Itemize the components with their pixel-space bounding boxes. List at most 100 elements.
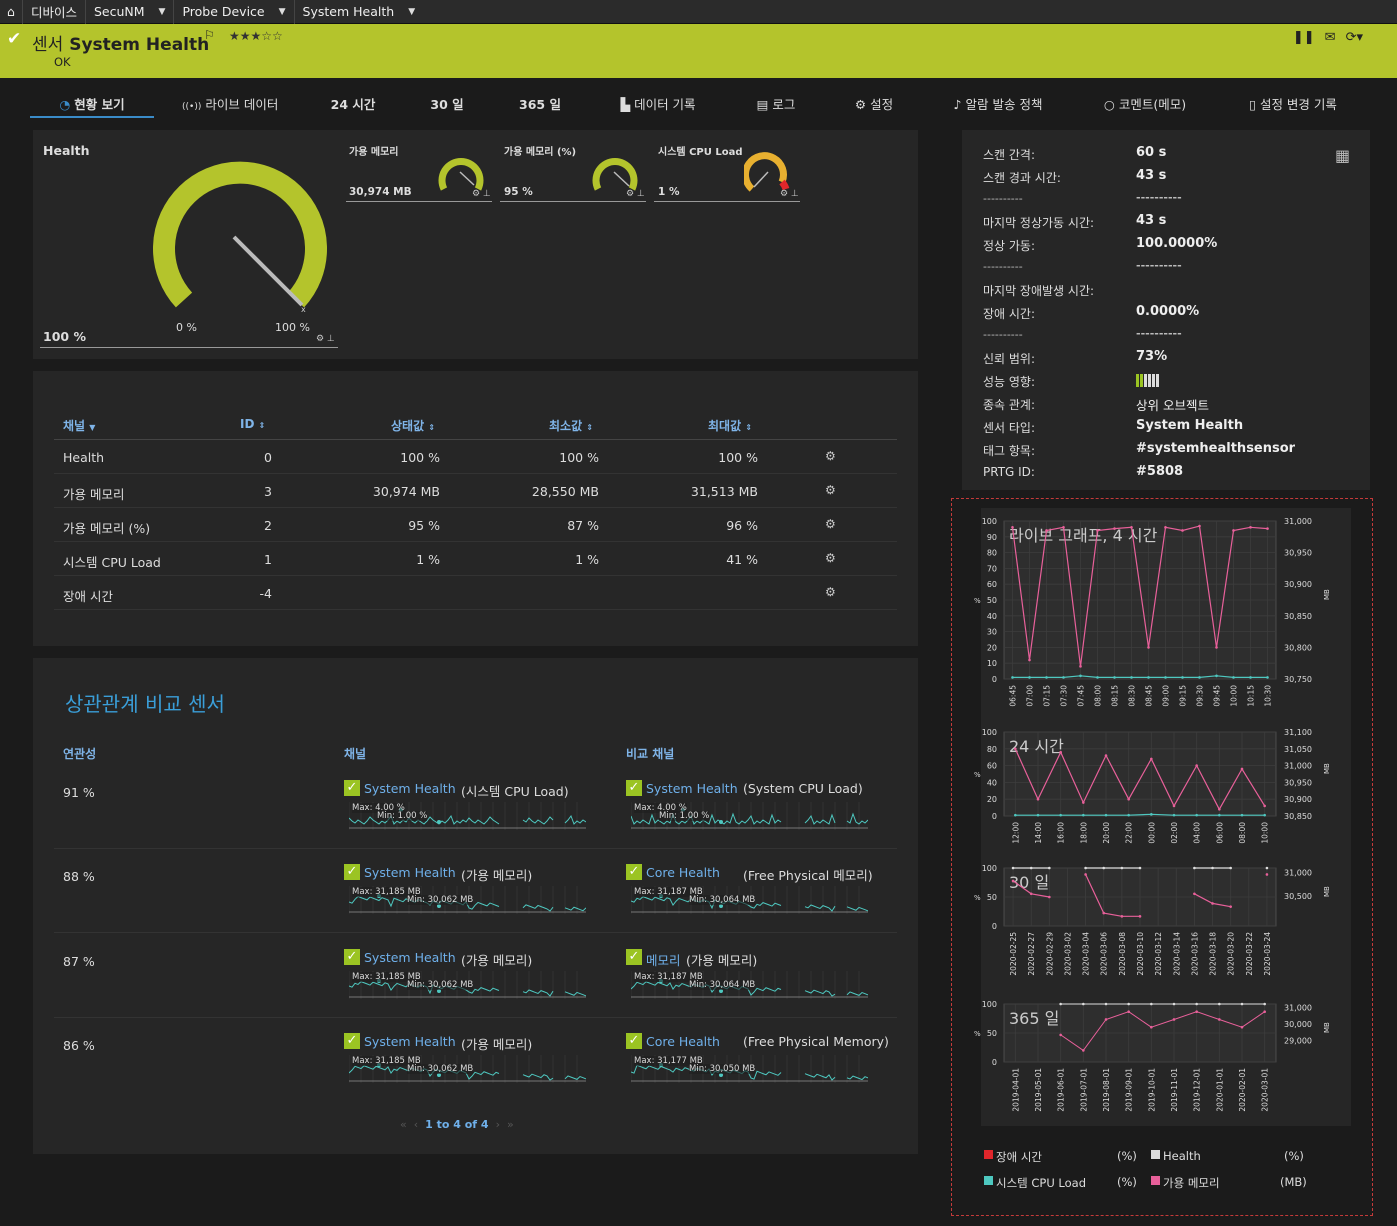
info-value[interactable]: 상위 오브젝트 (1136, 398, 1209, 413)
tab-24h[interactable]: 24 시간 (330, 94, 376, 118)
legend-label: 시스템 CPU Load (996, 1176, 1087, 1190)
channel-link[interactable]: System Health (364, 781, 456, 796)
caret-down-icon[interactable]: ▼ (408, 6, 416, 17)
info-label: 스캔 간격: (983, 148, 1036, 162)
compare-checkbox[interactable]: ✓ (626, 1033, 642, 1049)
tab-comments[interactable]: ○ 코멘트(메모) (1101, 94, 1189, 118)
first-page-icon[interactable]: « (400, 1118, 407, 1131)
tab-notifications[interactable]: ♪ 알람 발송 정책 (950, 94, 1046, 118)
caret-down-icon[interactable]: ▼ (278, 6, 286, 17)
breadcrumb-sensor[interactable]: System Health ▼ (295, 0, 424, 24)
x-tick-label: 09:15 (1179, 685, 1188, 707)
compare-checkbox[interactable]: ✓ (626, 780, 642, 796)
channel-checkbox[interactable]: ✓ (344, 864, 360, 880)
tab-history[interactable]: ▙ 데이터 기록 (616, 94, 700, 118)
breadcrumb-devices[interactable]: 디바이스 (23, 0, 86, 24)
channel-checkbox[interactable]: ✓ (344, 949, 360, 965)
channel-link[interactable]: System Health (364, 1034, 456, 1049)
next-page-icon[interactable]: › (495, 1118, 500, 1131)
tab-30d[interactable]: 30 일 (429, 94, 465, 118)
tab-live-data[interactable]: ((•)) 라이브 데이터 (182, 94, 278, 118)
legend-unit: (MB) (1280, 1175, 1307, 1189)
y2-axis-label: MB (1323, 589, 1331, 600)
channel-settings-icon[interactable]: ⚙ (825, 449, 836, 463)
channel-name: 장애 시간 (63, 589, 113, 604)
channel-link[interactable]: System Health (364, 865, 456, 880)
col-header-channel[interactable]: 채널 ▼ (63, 417, 95, 434)
col-header-label: 채널 (63, 419, 86, 433)
channel-checkbox[interactable]: ✓ (344, 780, 360, 796)
x-tick-label: 2020-03-12 (1154, 932, 1163, 976)
table-row[interactable]: 가용 메모리 3 30,974 MB 28,550 MB 31,513 MB ⚙ (54, 474, 897, 508)
compare-link[interactable]: Core Health (646, 865, 720, 880)
compare-checkbox[interactable]: ✓ (626, 864, 642, 880)
gauge-settings-icon[interactable]: ⚙ ⊥ (316, 334, 335, 344)
col-header-correlation: 연관성 (63, 747, 97, 761)
legend-swatch (984, 1176, 993, 1185)
col-header-min[interactable]: 최소값 ⇕ (549, 417, 593, 434)
tab-log[interactable]: ▤ 로그 (754, 94, 798, 118)
channel-max: 31,513 MB (690, 484, 758, 499)
x-tick-label: 2020-02-27 (1027, 932, 1036, 976)
info-value: #5808 (1136, 464, 1184, 479)
refresh-icon[interactable]: ⟳▾ (1345, 30, 1363, 45)
channel-settings-icon[interactable]: ⚙ (825, 483, 836, 497)
data-point (1059, 1002, 1062, 1006)
compare-checkbox[interactable]: ✓ (626, 949, 642, 965)
gauge-value: 30,974 MB (349, 186, 412, 198)
col-header-channel: 채널 (344, 747, 367, 761)
channel-settings-icon[interactable]: ⚙ (825, 551, 836, 565)
channel-settings-icon[interactable]: ⚙ (825, 517, 836, 531)
history-icon: ▯ (1249, 97, 1256, 112)
gauge-title: 가용 메모리 (349, 147, 399, 158)
channel-name: (가용 메모리) (461, 868, 533, 883)
col-header-last[interactable]: 상태값 ⇕ (391, 417, 435, 434)
breadcrumb-group[interactable]: SecuNM ▼ (86, 0, 175, 24)
caret-down-icon[interactable]: ▼ (158, 6, 166, 17)
tab-overview[interactable]: ◔ 현황 보기 (30, 94, 154, 118)
prev-page-icon[interactable]: ‹ (413, 1118, 419, 1131)
data-point (1265, 873, 1269, 876)
col-header-id[interactable]: ID ⇕ (240, 417, 265, 431)
y-tick-label: 0 (992, 675, 997, 684)
breadcrumb-device[interactable]: Probe Device ▼ (174, 0, 295, 24)
health-gauge: x (153, 161, 327, 314)
gauge-settings-icon[interactable]: ⚙ ⊥ (472, 189, 491, 199)
compare-link[interactable]: Core Health (646, 1034, 720, 1049)
channel-settings-icon[interactable]: ⚙ (825, 585, 836, 599)
y-tick-label: 50 (987, 893, 997, 902)
last-page-icon[interactable]: » (507, 1118, 514, 1131)
priority-stars[interactable]: ★★★☆☆ (229, 29, 283, 43)
gauge-arc (592, 158, 638, 191)
table-row[interactable]: Health 0 100 % 100 % 100 % ⚙ (54, 440, 897, 474)
channel-link[interactable]: System Health (364, 950, 456, 965)
table-row[interactable]: 가용 메모리 (%) 2 95 % 87 % 96 % ⚙ (54, 508, 897, 542)
gauge-underline (654, 201, 800, 202)
gauge-title: 가용 메모리 (%) (504, 147, 577, 158)
compare-link[interactable]: System Health (646, 781, 738, 796)
gauge-settings-icon[interactable]: ⚙ ⊥ (780, 189, 799, 199)
tab-365d[interactable]: 365 일 (518, 94, 562, 118)
x-tick-label: 2019-10-01 (1147, 1068, 1156, 1112)
flag-icon[interactable]: ⚐ (204, 28, 215, 42)
gauge-needle (753, 171, 769, 188)
channel-checkbox[interactable]: ✓ (344, 1033, 360, 1049)
spark-max-label: Max: 31,185 MB (352, 1056, 421, 1066)
col-header-max[interactable]: 최대값 ⇕ (708, 417, 752, 434)
y-tick-label: 80 (987, 549, 997, 558)
title-prefix: 센서 (32, 35, 64, 55)
qr-code-icon[interactable]: ▦ (1335, 146, 1351, 165)
table-row[interactable]: 시스템 CPU Load 1 1 % 1 % 41 % ⚙ (54, 542, 897, 576)
mail-icon[interactable]: ✉ (1324, 30, 1336, 45)
pause-icon[interactable]: ❚❚ (1292, 30, 1315, 45)
channel-name: (시스템 CPU Load) (461, 784, 569, 799)
compare-link[interactable]: 메모리 (646, 953, 681, 968)
x-tick-label: 08:00 (1094, 685, 1103, 707)
tab-changelog[interactable]: ▯ 설정 변경 기록 (1244, 94, 1342, 118)
info-value: 60 s (1136, 145, 1167, 160)
tab-settings[interactable]: ⚙ 설정 (852, 94, 896, 118)
gauge-settings-icon[interactable]: ⚙ ⊥ (626, 189, 645, 199)
x-tick-label: 2020-03-06 (1100, 932, 1109, 976)
table-row[interactable]: 장애 시간 -4 ⚙ (54, 576, 897, 610)
home-icon[interactable]: ⌂ (0, 0, 23, 24)
